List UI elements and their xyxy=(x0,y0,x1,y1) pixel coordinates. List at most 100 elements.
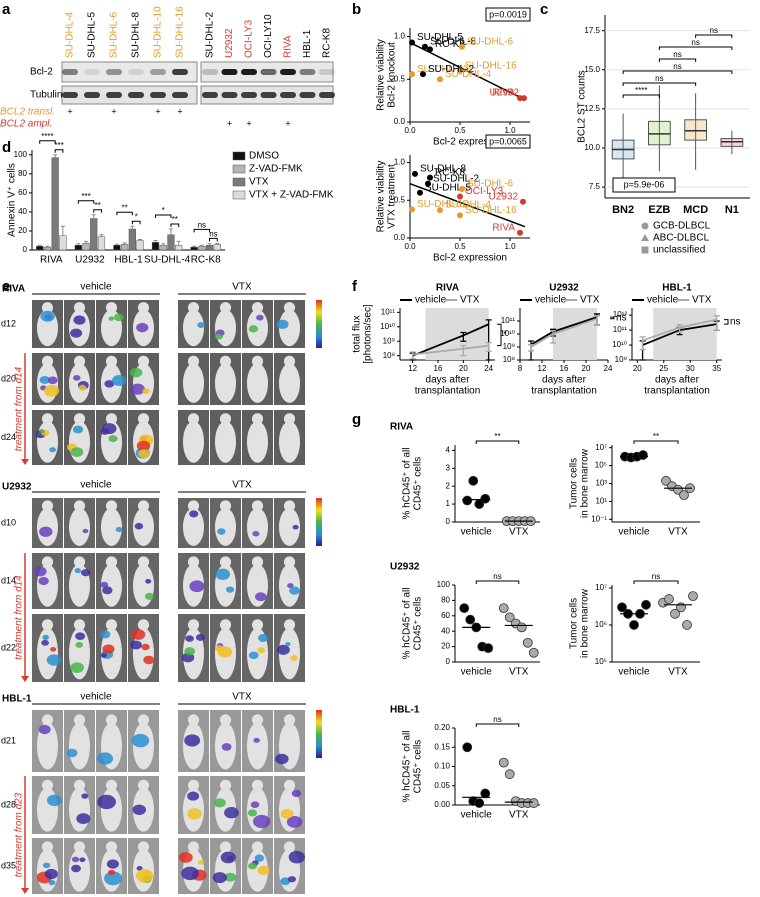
x-tick-label: 0.0 xyxy=(404,242,416,251)
signal-blob xyxy=(100,581,109,588)
signal-blob xyxy=(135,869,154,883)
mouse-head xyxy=(187,302,200,314)
y-tick-label: 10¹⁰ xyxy=(500,329,515,338)
box xyxy=(720,138,744,147)
sig-bracket xyxy=(39,140,56,144)
signal-blob xyxy=(254,854,265,862)
chart-title: RIVA xyxy=(390,422,413,433)
y-tick-label: 10⁸ xyxy=(503,355,515,364)
y-tick-label: 80 xyxy=(441,596,450,605)
y-tick-label: 0.15 xyxy=(434,742,450,751)
sig-bracket xyxy=(658,46,733,50)
signal-blob xyxy=(79,857,86,863)
mouse-head xyxy=(137,556,150,568)
signal-blob xyxy=(132,804,146,815)
signal-blob xyxy=(75,632,86,641)
mouse-head xyxy=(105,302,118,314)
signal-blob xyxy=(39,526,53,537)
group-label: vehicle xyxy=(80,282,112,293)
y-tick-label: 40 xyxy=(18,207,27,216)
band xyxy=(241,92,257,98)
signal-blob xyxy=(78,384,87,391)
error-bar xyxy=(639,336,646,351)
mouse-body xyxy=(278,508,301,546)
signal-blob xyxy=(97,794,116,810)
signal-blob xyxy=(145,578,152,584)
y-tick-label: 10⁹ xyxy=(503,342,515,351)
mouse-head xyxy=(73,500,86,512)
mouse-head xyxy=(41,413,54,425)
signal-blob xyxy=(187,808,202,820)
y-tick-label: 100 xyxy=(14,150,28,159)
mouse-body xyxy=(246,722,269,770)
signal-blob xyxy=(187,791,200,801)
mouse-head xyxy=(105,714,118,726)
signal-blob xyxy=(104,871,123,886)
mouse-head xyxy=(187,500,200,512)
signal-blob xyxy=(130,640,142,650)
legend-label: Z-VAD-FMK xyxy=(249,164,303,175)
error-bar xyxy=(192,245,197,248)
bar xyxy=(36,245,44,251)
point xyxy=(638,450,648,460)
point xyxy=(465,614,476,625)
x-tick-label: MCD xyxy=(683,204,708,216)
mouse-head xyxy=(105,841,118,853)
point xyxy=(457,212,463,219)
error-bar xyxy=(122,242,127,245)
colorbar xyxy=(316,710,322,758)
mouse-body xyxy=(182,363,205,403)
bar xyxy=(128,228,136,251)
mouse-head xyxy=(187,841,200,853)
legend-label: VTX xyxy=(580,295,600,306)
mouse-head xyxy=(105,556,118,568)
bar xyxy=(113,244,121,251)
y-tick-label: 0.5 xyxy=(394,195,406,204)
mouse-body xyxy=(214,508,237,546)
panel-letter: a xyxy=(2,1,11,18)
band xyxy=(84,69,100,75)
x-tick-label: 20 xyxy=(633,364,642,373)
plus-mark: + xyxy=(246,118,251,128)
error-bar xyxy=(84,240,89,244)
band xyxy=(172,69,188,75)
point xyxy=(409,206,415,213)
y-tick-label: 0.05 xyxy=(434,781,450,790)
y-axis-label: [photons/sec] xyxy=(363,304,374,364)
y-axis-label: % hCD45⁺ of all xyxy=(402,448,413,520)
x-tick-label: 1.0 xyxy=(504,242,516,251)
annotation-box xyxy=(485,7,531,22)
point xyxy=(462,495,473,506)
band xyxy=(62,92,78,98)
signal-blob xyxy=(215,568,231,580)
y-axis-label: Tumor cells xyxy=(569,458,580,509)
y-tick-label: 0 xyxy=(446,517,451,526)
point xyxy=(459,185,465,192)
mouse-body xyxy=(214,363,237,403)
significance: **** xyxy=(635,86,647,95)
day-label: d21 xyxy=(1,735,16,745)
significance: *** xyxy=(81,192,90,201)
signal-blob xyxy=(292,524,299,530)
significance: ns xyxy=(710,26,718,35)
sig-bracket xyxy=(116,211,133,216)
significance: ns xyxy=(616,313,627,324)
signal-blob xyxy=(129,367,143,378)
legend-label: ABC-DLBCL xyxy=(653,233,710,244)
error-bar xyxy=(37,244,42,247)
mouse-body xyxy=(68,309,91,347)
y-tick-label: 0.10 xyxy=(434,762,450,771)
mouse-head xyxy=(251,714,264,726)
y-tick-label: 60 xyxy=(441,611,450,620)
point xyxy=(670,608,680,619)
y-tick-label: 3 xyxy=(446,463,451,472)
point xyxy=(504,769,515,780)
significance: * xyxy=(162,206,165,215)
lane-label: OCI-LY3 xyxy=(244,19,255,58)
signal-blob xyxy=(72,425,84,434)
mouse-body xyxy=(246,421,269,463)
signal-blob xyxy=(195,634,205,641)
lane-label: SU-DHL-5 xyxy=(87,11,98,58)
point xyxy=(664,594,674,604)
sig-bracket xyxy=(475,440,520,444)
